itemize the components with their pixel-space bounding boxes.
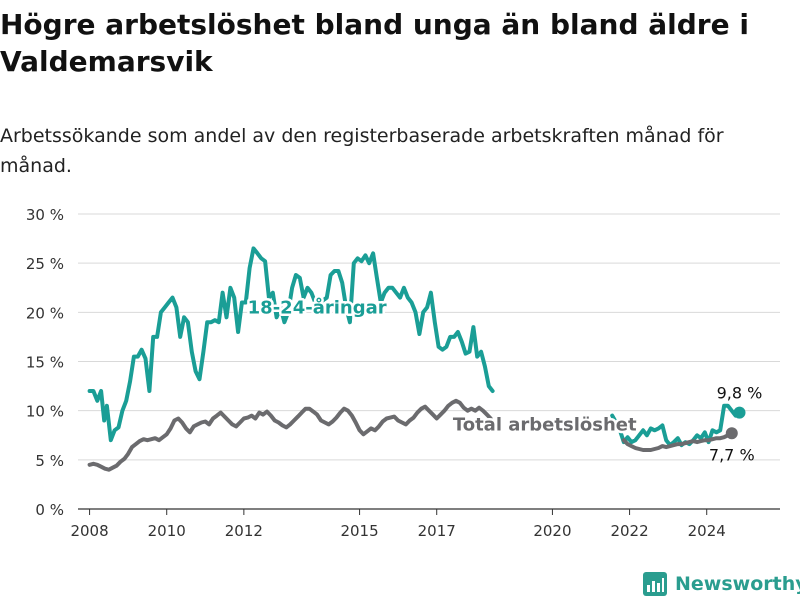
chart-title: Högre arbetslöshet bland unga än bland ä… [0, 8, 749, 78]
x-axis: 2008 2010 2012 2015 2017 2020 2022 2024 [70, 509, 726, 540]
series-line-1 [87, 398, 493, 472]
x-tick-label: 2008 [70, 522, 108, 540]
x-tick-label: 2015 [340, 522, 378, 540]
y-tick-label: 25 % [26, 255, 64, 273]
x-tick-label: 2022 [610, 522, 648, 540]
y-axis: 0 % 5 % 10 % 15 % 20 % 25 % 30 % [26, 206, 64, 519]
endpoint-value-label: 9,8 % [717, 384, 763, 403]
x-tick-label: 2010 [148, 522, 186, 540]
x-tick-label: 2024 [688, 522, 726, 540]
y-tick-label: 15 % [26, 354, 64, 372]
bar-chart-icon [643, 572, 667, 596]
y-tick-label: 0 % [35, 501, 64, 519]
chart-subtitle: Arbetssökande som andel av den registerb… [0, 125, 724, 177]
y-tick-label: 10 % [26, 403, 64, 421]
series-endpoint-0 [733, 406, 746, 419]
y-tick-label: 5 % [35, 452, 64, 470]
series-label-halo: 18-24-åringar [248, 296, 387, 318]
series-line-0 [87, 246, 495, 443]
series-label: Total arbetslöshet [453, 414, 637, 435]
series-endpoint-1 [725, 427, 738, 440]
x-tick-label: 2017 [418, 522, 456, 540]
logo-text: Newsworthy [675, 573, 800, 595]
endpoint-value-label: 7,7 % [709, 445, 755, 464]
y-tick-label: 30 % [26, 206, 64, 224]
series-lines [87, 246, 746, 472]
y-tick-label: 20 % [26, 304, 64, 322]
newsworthy-logo: Newsworthy [643, 569, 800, 599]
series-label-halo: Total arbetslöshet [453, 414, 637, 435]
x-tick-label: 2012 [225, 522, 263, 540]
series-line-0 [610, 403, 742, 448]
grid-lines [78, 213, 780, 510]
series-label: 18-24-åringar [248, 296, 387, 318]
x-tick-label: 2020 [533, 522, 571, 540]
series-line-1 [621, 431, 734, 452]
